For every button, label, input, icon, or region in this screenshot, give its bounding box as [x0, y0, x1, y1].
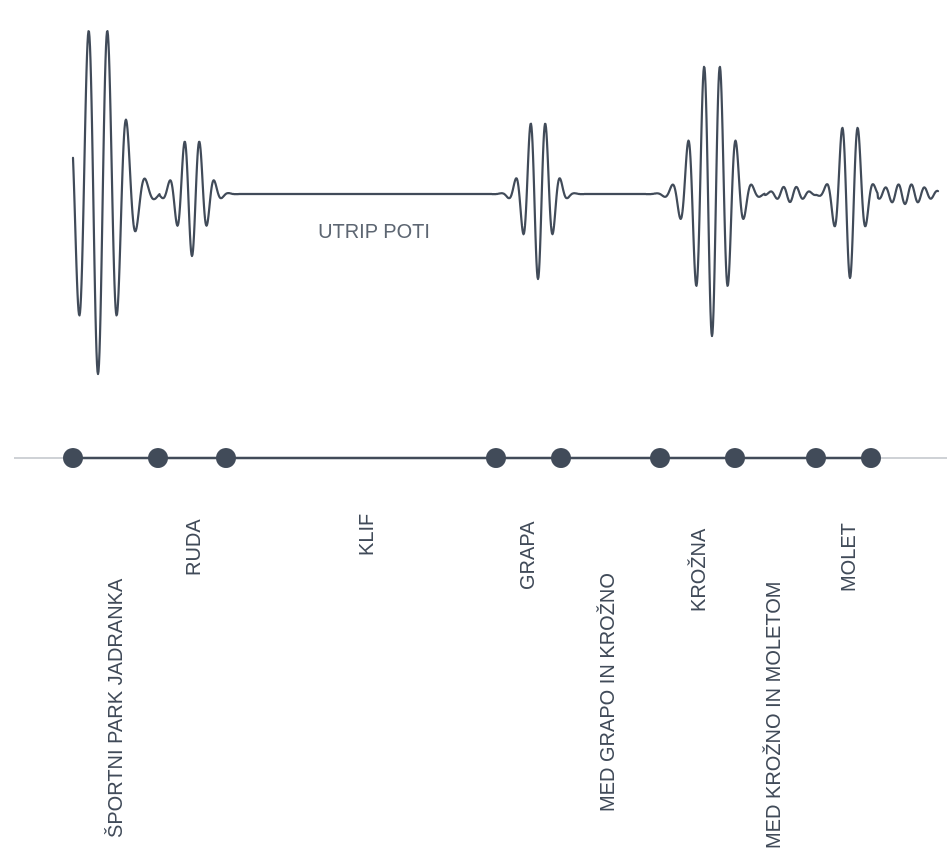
stop-marker	[63, 448, 83, 468]
stop-label-krozna: KROŽNA	[688, 528, 710, 612]
stop-markers	[63, 448, 881, 468]
pulse-waveform	[71, 30, 940, 376]
stop-marker	[861, 448, 881, 468]
stop-label-ruda: RUDA	[183, 519, 205, 576]
stop-marker	[650, 448, 670, 468]
stop-marker	[551, 448, 571, 468]
stop-label-med-krozno-in-moletom: MED KROŽNO IN MOLETOM	[763, 581, 785, 849]
stop-marker	[806, 448, 826, 468]
stop-label-grapa: GRAPA	[517, 521, 539, 590]
stop-marker	[486, 448, 506, 468]
stop-label-molet: MOLET	[838, 523, 860, 592]
waveform-label: UTRIP POTI	[318, 221, 430, 243]
stop-label-klif: KLIF	[356, 513, 378, 556]
stop-marker	[148, 448, 168, 468]
stop-marker	[216, 448, 236, 468]
stop-marker	[725, 448, 745, 468]
stop-label-sportni-park-jadranka: ŠPORTNI PARK JADRANKA	[105, 578, 127, 838]
stop-label-med-grapo-in-krozno: MED GRAPO IN KROŽNO	[597, 573, 619, 812]
